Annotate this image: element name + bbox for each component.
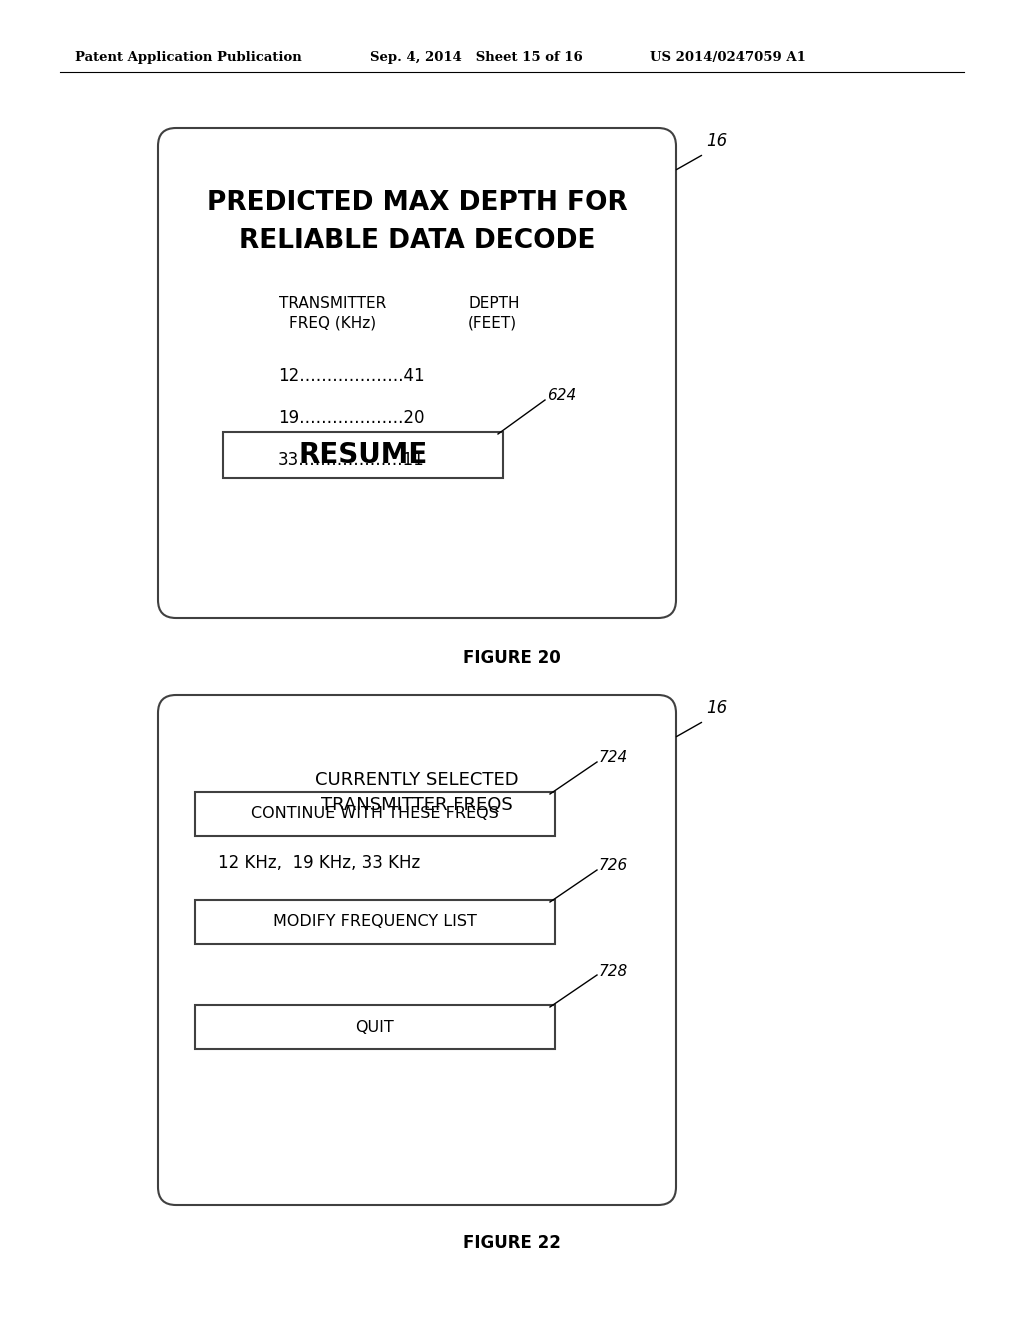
Text: TRANSMITTER FREQS: TRANSMITTER FREQS (322, 796, 513, 814)
Text: PREDICTED MAX DEPTH FOR: PREDICTED MAX DEPTH FOR (207, 190, 628, 216)
Text: RESUME: RESUME (298, 441, 428, 469)
Text: 33……………….11: 33……………….11 (278, 451, 425, 469)
FancyBboxPatch shape (158, 128, 676, 618)
Text: CURRENTLY SELECTED: CURRENTLY SELECTED (315, 771, 519, 789)
FancyBboxPatch shape (223, 432, 503, 478)
Text: FIGURE 22: FIGURE 22 (463, 1234, 561, 1251)
Text: FREQ (KHz): FREQ (KHz) (290, 315, 377, 330)
Text: TRANSMITTER: TRANSMITTER (280, 296, 387, 310)
Text: 16: 16 (706, 132, 727, 150)
FancyBboxPatch shape (195, 1005, 555, 1049)
Text: QUIT: QUIT (355, 1019, 394, 1035)
Text: US 2014/0247059 A1: US 2014/0247059 A1 (650, 51, 806, 65)
Text: 12 KHz,  19 KHz, 33 KHz: 12 KHz, 19 KHz, 33 KHz (218, 854, 420, 873)
Text: DEPTH: DEPTH (468, 296, 519, 310)
Text: 724: 724 (599, 751, 629, 766)
Text: 19……………….20: 19……………….20 (278, 409, 425, 426)
Text: MODIFY FREQUENCY LIST: MODIFY FREQUENCY LIST (273, 915, 477, 929)
Text: RELIABLE DATA DECODE: RELIABLE DATA DECODE (239, 228, 595, 253)
Text: 624: 624 (547, 388, 577, 404)
Text: 12……………….41: 12……………….41 (278, 367, 425, 385)
Text: (FEET): (FEET) (468, 315, 517, 330)
FancyBboxPatch shape (195, 900, 555, 944)
Text: 726: 726 (599, 858, 629, 874)
Text: CONTINUE WITH THESE FREQS: CONTINUE WITH THESE FREQS (251, 807, 499, 821)
Text: 16: 16 (706, 700, 727, 717)
FancyBboxPatch shape (158, 696, 676, 1205)
Text: FIGURE 20: FIGURE 20 (463, 649, 561, 667)
Text: Patent Application Publication: Patent Application Publication (75, 51, 302, 65)
Text: Sep. 4, 2014   Sheet 15 of 16: Sep. 4, 2014 Sheet 15 of 16 (370, 51, 583, 65)
Text: 728: 728 (599, 964, 629, 978)
FancyBboxPatch shape (195, 792, 555, 836)
